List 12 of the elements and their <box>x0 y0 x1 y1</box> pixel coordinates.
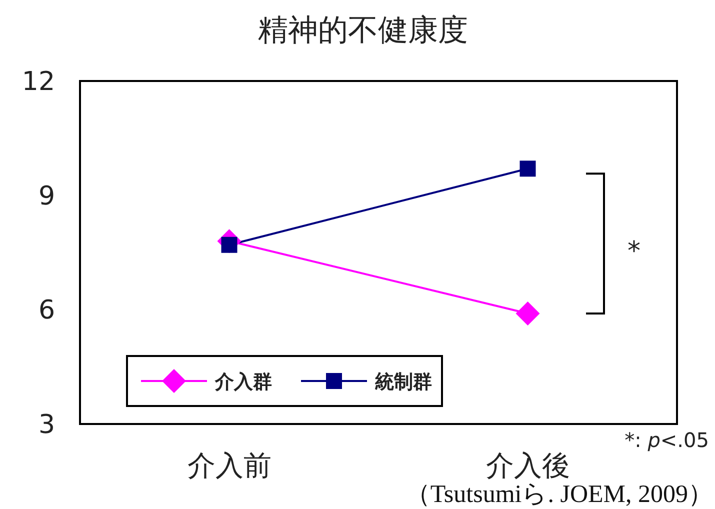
y-tick-label: 12 <box>22 67 55 97</box>
x-tick-label: 介入後 <box>486 449 570 482</box>
y-tick-label: 9 <box>38 181 55 212</box>
text: （Tsutsumiら. JOEM, 2009） <box>405 481 713 508</box>
text: *: p<.05 <box>624 428 709 452</box>
x-tick-label: 介入前 <box>187 449 272 482</box>
chart-title: 精神的不健康度 <box>258 13 468 48</box>
y-tick-label: 6 <box>38 296 55 326</box>
legend-label: 統制群 <box>374 371 432 393</box>
annotation: * <box>628 236 640 267</box>
legend-label: 介入群 <box>214 371 272 393</box>
y-tick-label: 3 <box>38 410 55 440</box>
